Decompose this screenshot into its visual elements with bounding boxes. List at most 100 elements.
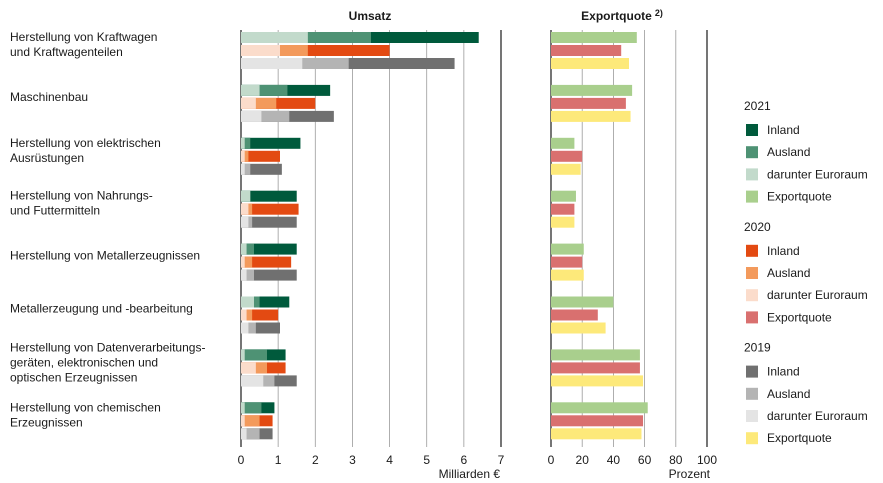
umsatz-bar-inland-2019 [241, 216, 297, 228]
umsatz-bar-inland-2020 [241, 97, 316, 109]
umsatz-bar-group-2019 [241, 375, 297, 387]
umsatz-bar-group-2020 [241, 415, 273, 427]
umsatz-bar-ausland-2021 [241, 402, 262, 414]
umsatz-bar-group-2020 [241, 362, 286, 374]
umsatz-bar-inland-2020 [241, 309, 279, 321]
umsatz-tick-label: 6 [461, 453, 468, 467]
legend-item-label: darunter Euroraum [767, 167, 868, 181]
umsatz-axis-unit: Milliarden € [439, 467, 501, 481]
umsatz-bar-euroraum-2020 [241, 309, 247, 321]
category-label-line: und Futtermitteln [10, 204, 100, 218]
exportquote-axis-unit: Prozent [669, 467, 711, 481]
category-label-line: Herstellung von Datenverarbeitungs- [10, 340, 205, 354]
category-label: Herstellung von Nahrungs-und Futtermitte… [10, 189, 153, 218]
legend-swatch [746, 432, 758, 445]
legend-swatch [746, 168, 758, 181]
legend-swatch [746, 244, 758, 257]
exportquote-bar-2021 [551, 349, 640, 361]
exportquote-bar-2019 [551, 322, 606, 334]
umsatz-bar-euroraum-2020 [241, 203, 249, 215]
umsatz-bar-euroraum-2019 [241, 58, 303, 69]
exportquote-bar-2020 [551, 415, 644, 427]
umsatz-bar-inland-2021 [241, 243, 297, 255]
umsatz-bar-euroraum-2021 [241, 296, 254, 308]
exportquote-bar-2019 [551, 216, 575, 228]
umsatz-bar-group-2021 [241, 402, 275, 414]
legend-swatch [746, 365, 758, 378]
umsatz-bar-euroraum-2020 [241, 256, 245, 268]
category-label-line: Ausrüstungen [10, 151, 84, 165]
exportquote-bar-2020 [551, 97, 626, 109]
exportquote-title-text: Exportquote [581, 9, 652, 23]
legend-swatch [746, 289, 758, 302]
umsatz-bar-group-2019 [241, 216, 297, 228]
category-label-line: Herstellung von Nahrungs- [10, 189, 153, 203]
legend-item-label: Inland [767, 365, 800, 379]
exportquote-bar-2021 [551, 137, 575, 149]
legend-item-label: Exportquote [767, 431, 832, 445]
exportquote-tick-labels: 0 20 40 60 80 100 [548, 453, 718, 467]
umsatz-bar-group-2021 [241, 32, 479, 43]
legend-swatch [746, 124, 758, 136]
umsatz-bar-group-2019 [241, 269, 297, 281]
category-label: Herstellung von chemischen Erzeugnissen [10, 400, 161, 429]
umsatz-bar-ausland-2020 [241, 97, 277, 109]
category-label-line: Herstellung von Kraftwagen [10, 30, 157, 44]
umsatz-bar-ausland-2021 [241, 349, 267, 361]
umsatz-bar-euroraum-2021 [241, 190, 251, 202]
exportquote-bar-2019 [551, 110, 631, 122]
umsatz-tick-labels: 0 1 2 3 4 5 6 7 [238, 453, 505, 467]
umsatz-bar-group-2021 [241, 84, 331, 96]
category-label-line: und Kraftwagenteilen [10, 45, 123, 59]
exportquote-bar-2020 [551, 256, 583, 268]
exportquote-tick-label: 0 [548, 453, 555, 467]
umsatz-bar-ausland-2020 [241, 415, 260, 427]
umsatz-bar-euroraum-2019 [241, 322, 249, 334]
umsatz-bar-group-2021 [241, 137, 301, 149]
exportquote-footnote: 2) [655, 8, 663, 18]
exportquote-tick-label: 60 [638, 453, 652, 467]
category-label: Maschinenbau [10, 90, 88, 104]
umsatz-tick-label: 5 [423, 453, 430, 467]
umsatz-title: Umsatz [349, 9, 392, 23]
category-label-line: geräten, elektronischen und [10, 355, 158, 369]
category-label: Herstellung von Datenverarbeitungs-gerät… [10, 340, 205, 384]
exportquote-bar-2019 [551, 428, 642, 440]
legend-swatch [746, 267, 758, 279]
exportquote-title: Exportquote 2) [581, 8, 663, 23]
category-label: Metallerzeugung und -bearbeitung [10, 302, 193, 316]
umsatz-bar-group-2019 [241, 322, 280, 334]
exportquote-bar-2020 [551, 309, 598, 321]
umsatz-bar-euroraum-2019 [241, 269, 247, 281]
umsatz-tick-label: 7 [498, 453, 505, 467]
umsatz-bar-euroraum-2019 [241, 163, 245, 175]
umsatz-bar-euroraum-2021 [241, 402, 245, 414]
umsatz-bar-ausland-2020 [241, 150, 249, 162]
umsatz-bar-euroraum-2021 [241, 137, 245, 149]
legend-year-2020: 2020 [744, 220, 771, 234]
exportquote-bar-2020 [551, 150, 583, 162]
exportquote-bar-2020 [551, 203, 575, 215]
umsatz-bar-euroraum-2020 [241, 362, 256, 374]
umsatz-bar-group-2020 [241, 256, 292, 268]
umsatz-tick-label: 0 [238, 453, 245, 467]
legend-swatch [746, 190, 758, 203]
category-label-line: Herstellung von Metallerzeugnissen [10, 249, 200, 263]
exportquote-bar-2021 [551, 296, 614, 308]
umsatz-bar-group-2020 [241, 45, 390, 56]
umsatz-bar-group-2021 [241, 243, 297, 255]
umsatz-bar-ausland-2021 [241, 137, 251, 149]
legend-swatch [746, 146, 758, 159]
umsatz-bar-euroraum-2020 [241, 45, 280, 56]
umsatz-tick-label: 4 [386, 453, 393, 467]
umsatz-bar-ausland-2020 [241, 256, 253, 268]
category-label-line: Herstellung von chemischen [10, 400, 161, 414]
umsatz-bar-group-2021 [241, 296, 290, 308]
exportquote-bar-2021 [551, 32, 637, 43]
umsatz-bar-euroraum-2021 [241, 32, 308, 43]
legend-item-label: Ausland [767, 387, 810, 401]
umsatz-bar-euroraum-2020 [241, 97, 256, 109]
legend-item-label: Ausland [767, 266, 810, 280]
umsatz-bar-euroraum-2021 [241, 349, 245, 361]
